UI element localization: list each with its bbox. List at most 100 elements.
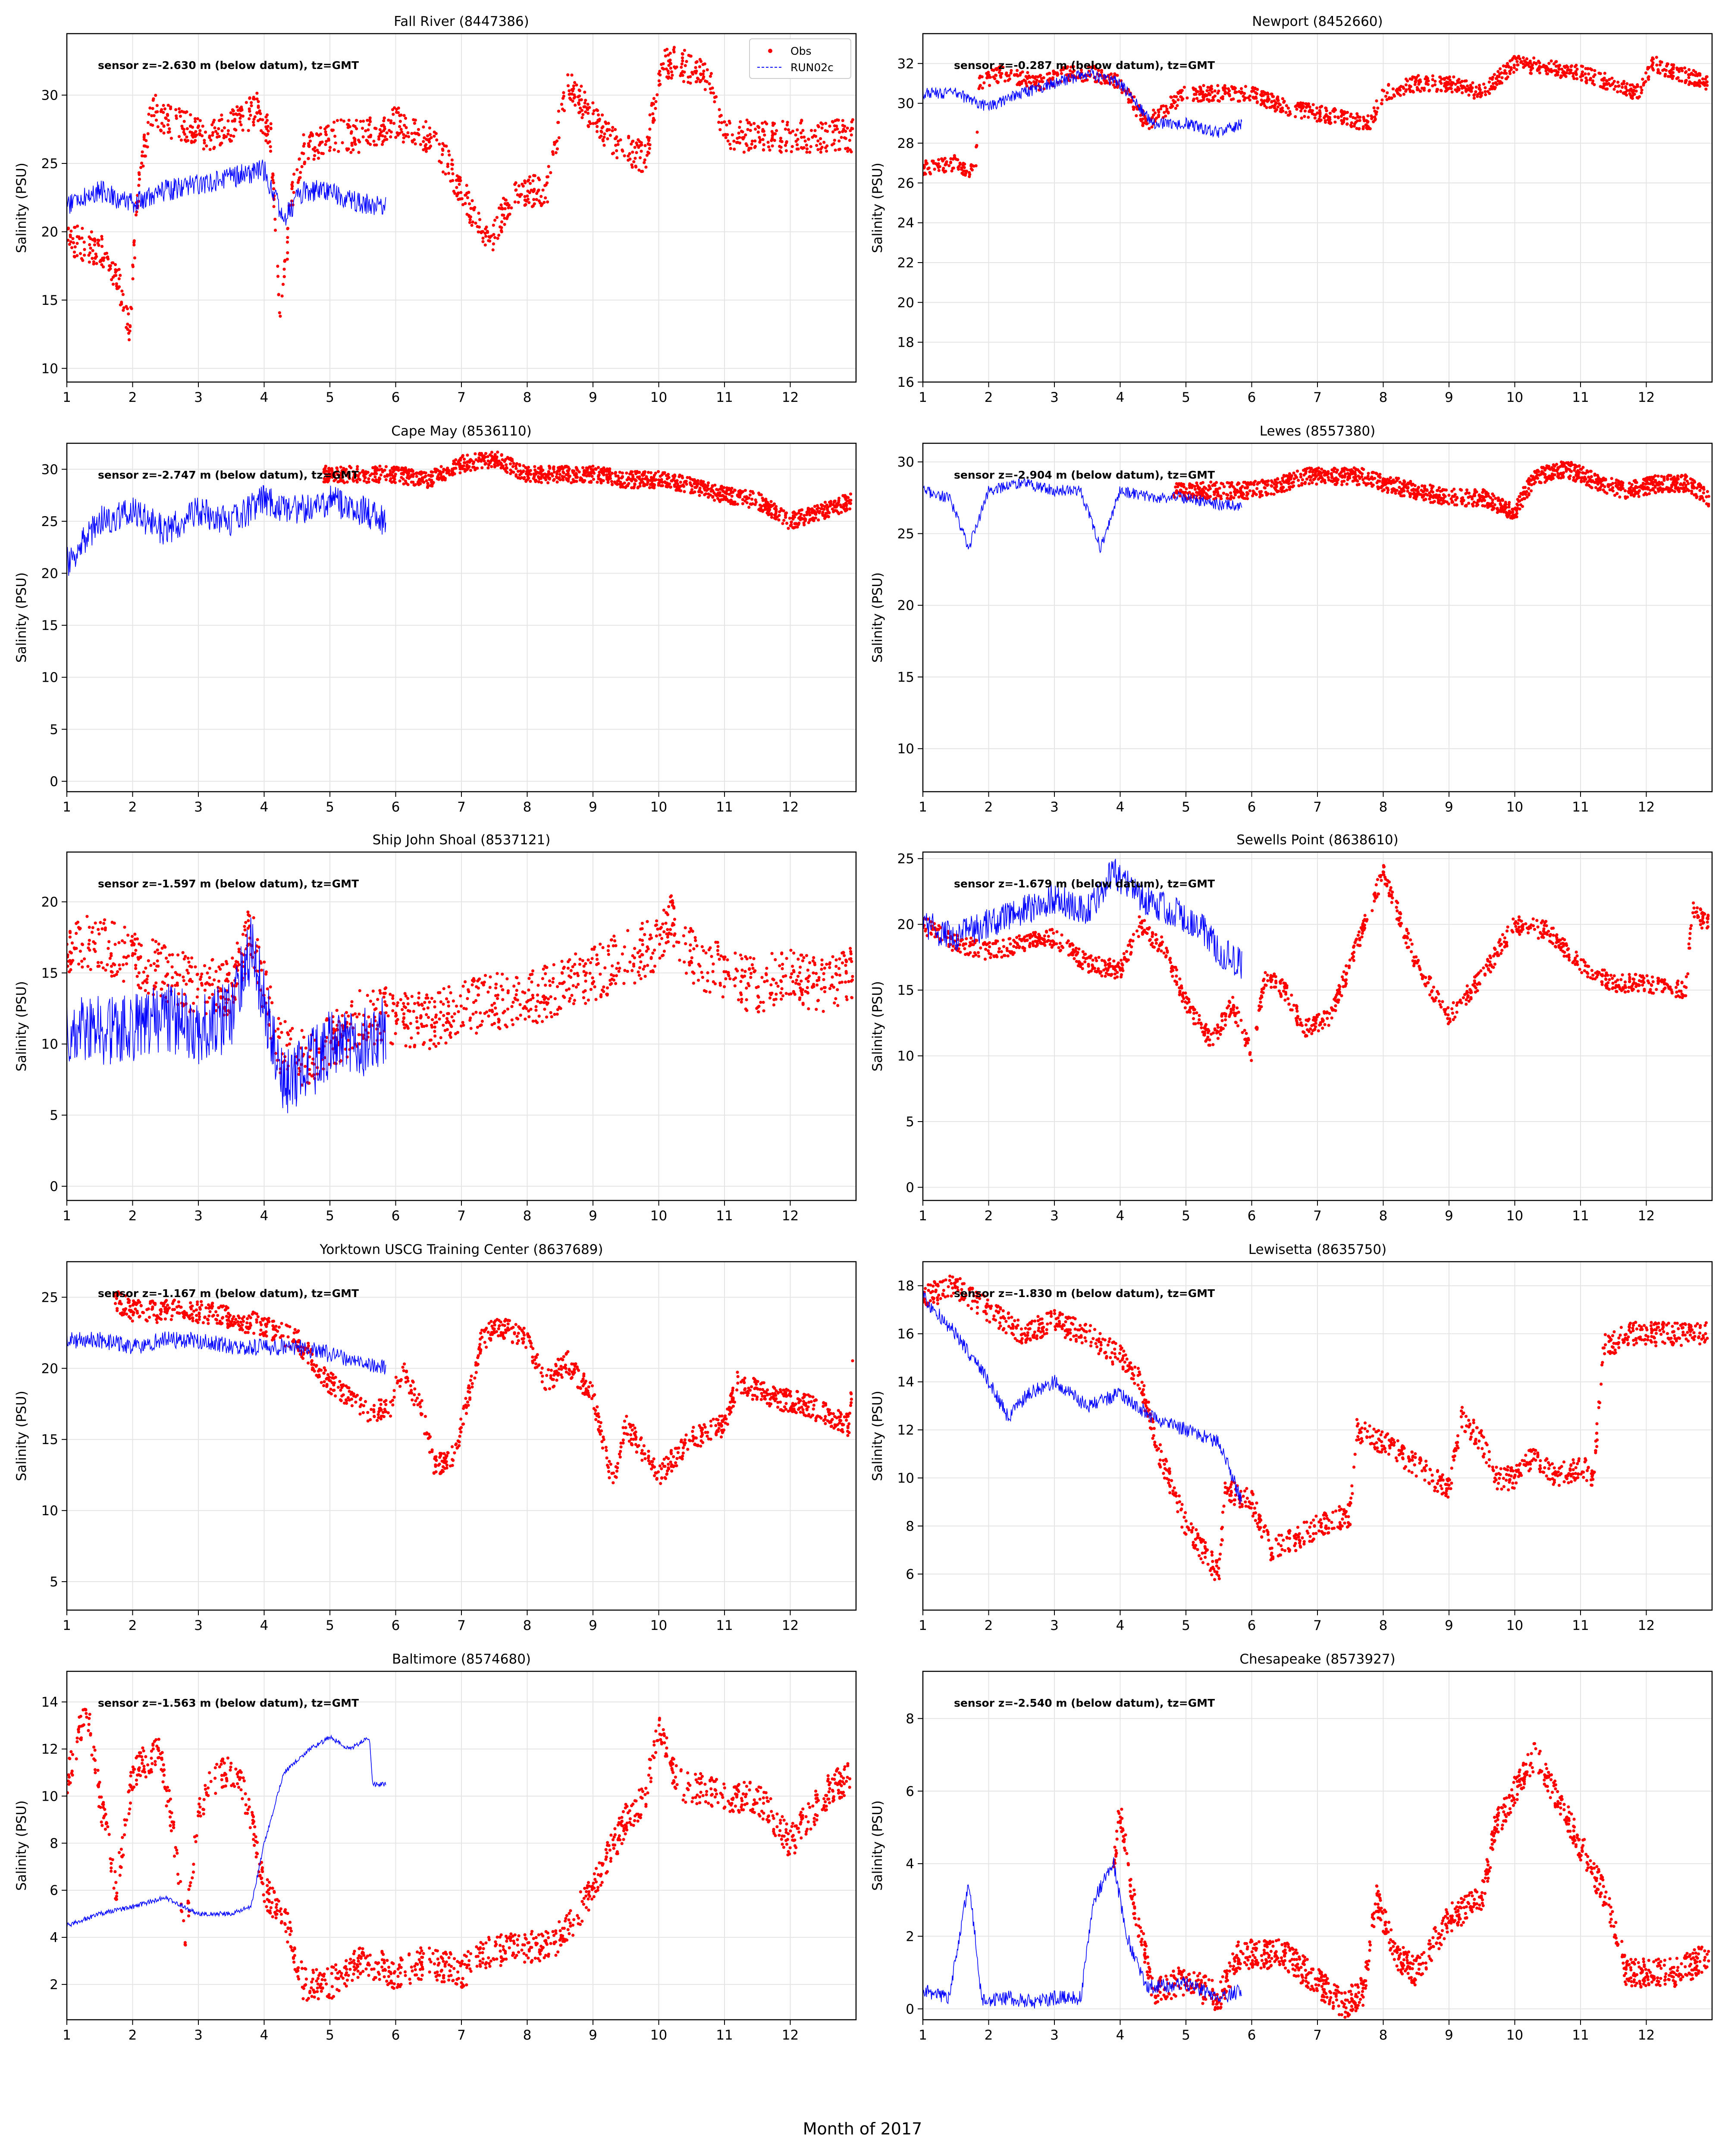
obs-point [1512, 71, 1515, 74]
obs-point [606, 481, 610, 484]
obs-point [464, 194, 467, 197]
obs-point [759, 493, 763, 497]
obs-point [824, 511, 828, 515]
obs-point [1438, 80, 1442, 83]
obs-point [1315, 483, 1318, 486]
obs-point [756, 125, 760, 128]
obs-point [1303, 109, 1307, 113]
obs-point [1192, 99, 1195, 102]
obs-point [703, 493, 706, 496]
obs-point [833, 124, 836, 128]
obs-point [189, 124, 192, 128]
obs-point [543, 201, 546, 204]
obs-point [1690, 72, 1694, 75]
obs-point [332, 120, 336, 124]
obs-point [1132, 105, 1135, 109]
obs-point [557, 136, 561, 140]
obs-point [1267, 92, 1270, 96]
series-line-model [67, 160, 386, 226]
obs-point [439, 473, 442, 476]
obs-point [1581, 70, 1584, 74]
obs-point [951, 166, 954, 170]
obs-point [1097, 69, 1100, 72]
obs-point [368, 474, 372, 477]
obs-point [1575, 77, 1579, 81]
obs-point [566, 472, 570, 475]
obs-point [466, 460, 469, 464]
obs-point [320, 140, 324, 144]
obs-point [477, 211, 480, 215]
obs-point [521, 470, 525, 473]
obs-point [1299, 109, 1303, 113]
obs-point [533, 188, 536, 191]
obs-point [834, 505, 838, 509]
obs-point [1502, 64, 1505, 68]
obs-point [805, 147, 809, 150]
obs-point [1195, 491, 1198, 494]
obs-point [713, 96, 716, 99]
obs-point [148, 106, 152, 110]
obs-point [1374, 117, 1377, 121]
obs-point [771, 144, 774, 147]
obs-point [960, 166, 963, 169]
obs-point [672, 46, 676, 49]
obs-point [385, 131, 389, 135]
obs-point [1233, 87, 1236, 91]
obs-point [1672, 67, 1675, 71]
obs-point [568, 93, 571, 96]
obs-point [695, 69, 698, 73]
obs-point [805, 150, 809, 154]
obs-point [1681, 474, 1684, 477]
obs-point [621, 475, 624, 478]
obs-point [1008, 77, 1011, 81]
obs-point [1519, 503, 1522, 507]
obs-point [560, 465, 564, 468]
obs-point [1484, 86, 1487, 90]
obs-point [603, 132, 606, 136]
obs-point [373, 126, 377, 130]
obs-point [441, 170, 445, 174]
obs-point [1628, 92, 1631, 95]
obs-point [375, 472, 378, 475]
obs-point [1450, 81, 1454, 84]
obs-point [613, 480, 616, 484]
obs-point [1376, 107, 1380, 110]
obs-point [325, 140, 328, 143]
obs-point [849, 502, 852, 505]
obs-point [1433, 79, 1437, 83]
obs-point [739, 120, 742, 123]
obs-point [1390, 97, 1393, 100]
obs-point [467, 215, 471, 218]
obs-point [1161, 104, 1165, 108]
obs-point [458, 471, 462, 475]
obs-point [198, 119, 202, 122]
obs-point [1197, 100, 1200, 103]
obs-point [1623, 489, 1627, 492]
obs-point [1315, 106, 1319, 110]
obs-point [144, 139, 148, 142]
obs-point [936, 164, 939, 167]
obs-point [696, 479, 699, 483]
obs-point [392, 113, 395, 116]
obs-point [763, 133, 766, 137]
obs-point [1308, 475, 1311, 478]
obs-point [642, 470, 645, 474]
obs-point [1704, 88, 1708, 91]
obs-point [601, 470, 605, 473]
obs-point [1449, 87, 1453, 90]
obs-point [1358, 470, 1361, 473]
obs-point [840, 511, 843, 514]
obs-point [787, 128, 790, 132]
obs-point [1690, 492, 1694, 495]
obs-point [1690, 484, 1694, 488]
obs-point [547, 165, 550, 168]
obs-point [70, 246, 74, 249]
obs-point [851, 118, 854, 122]
obs-point [685, 60, 688, 63]
obs-point [328, 149, 332, 152]
obs-point [1505, 62, 1509, 65]
obs-point [1279, 107, 1283, 111]
x-tick-label: 10 [650, 390, 667, 405]
obs-point [1340, 483, 1344, 486]
